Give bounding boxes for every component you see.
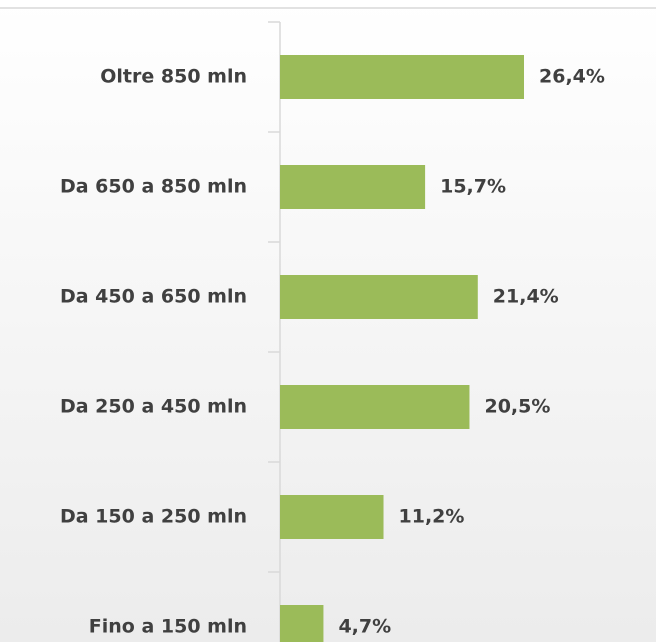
y-tick-label: Fino a 150 mln bbox=[89, 616, 247, 638]
y-tick-label: Da 450 a 650 mln bbox=[60, 286, 247, 308]
data-label: 20,5% bbox=[484, 396, 550, 418]
y-tick-label: Da 150 a 250 mln bbox=[60, 506, 247, 528]
bar bbox=[280, 495, 384, 539]
bar bbox=[280, 605, 324, 642]
bar bbox=[280, 385, 470, 429]
bar bbox=[280, 275, 478, 319]
data-label: 4,7% bbox=[338, 616, 391, 638]
data-label: 11,2% bbox=[399, 506, 465, 528]
data-label: 21,4% bbox=[493, 286, 559, 308]
y-tick-label: Da 650 a 850 mln bbox=[60, 176, 247, 198]
y-tick-label: Da 250 a 450 mln bbox=[60, 396, 247, 418]
data-label: 15,7% bbox=[440, 176, 506, 198]
y-tick-label: Oltre 850 mln bbox=[100, 66, 247, 88]
bar bbox=[280, 165, 426, 209]
bar bbox=[280, 55, 524, 99]
data-label: 26,4% bbox=[539, 66, 605, 88]
